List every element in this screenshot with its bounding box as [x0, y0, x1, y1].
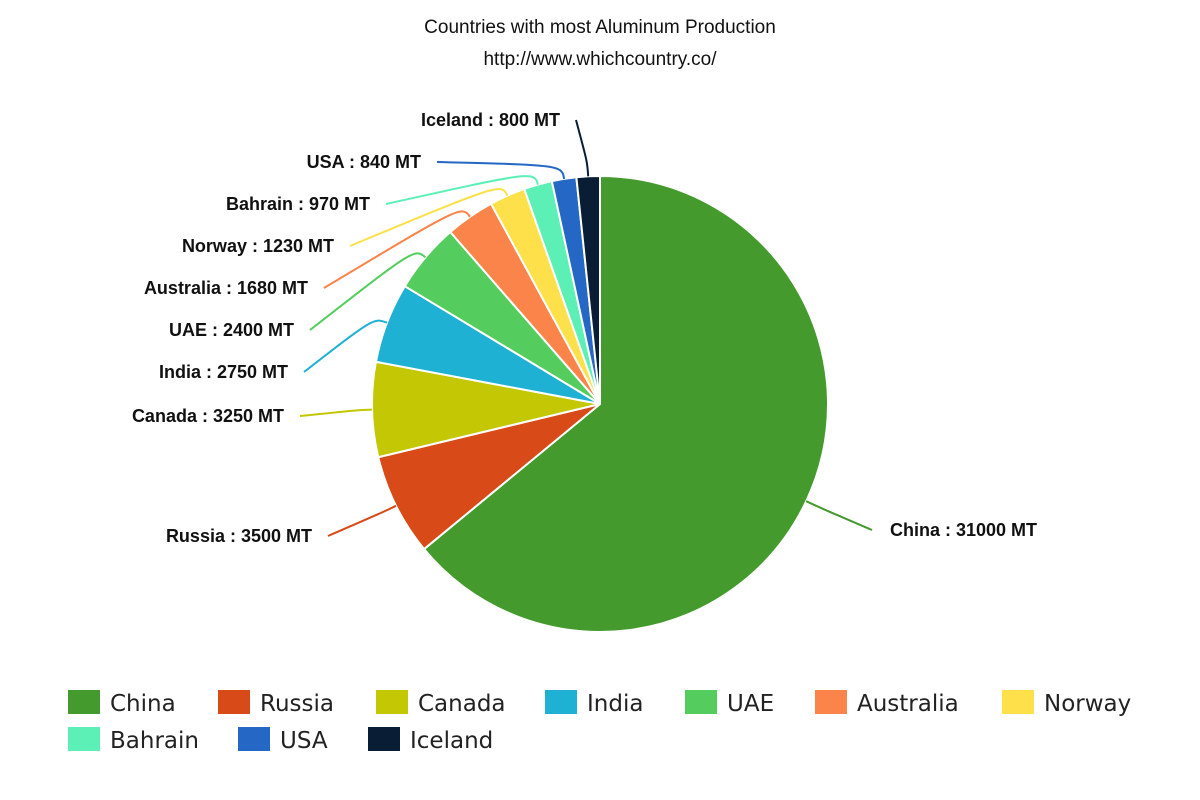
pie-slices — [371, 174, 829, 633]
connector-bahrain — [385, 175, 539, 205]
legend-swatch — [68, 690, 100, 714]
slice-label-usa: USA : 840 MT — [307, 152, 421, 172]
legend-item-norway[interactable]: Norway — [1002, 690, 1131, 717]
slice-label-china: China : 31000 MT — [890, 520, 1037, 540]
legend-label: USA — [280, 728, 328, 754]
legend-swatch — [218, 690, 250, 714]
legend-item-usa[interactable]: USA — [238, 727, 328, 754]
chart-title: Countries with most Aluminum Production — [424, 17, 776, 38]
legend-item-canada[interactable]: Canada — [376, 690, 506, 717]
legend-item-australia[interactable]: Australia — [815, 690, 959, 717]
connector-norway — [349, 188, 509, 247]
legend-label: Bahrain — [110, 728, 199, 754]
legend-label: UAE — [727, 691, 774, 717]
slice-label-bahrain: Bahrain : 970 MT — [226, 194, 370, 214]
slice-label-canada: Canada : 3250 MT — [132, 406, 284, 426]
legend-item-india[interactable]: India — [545, 690, 643, 717]
pie-slice-iceland[interactable] — [575, 174, 601, 405]
pie-slice-russia[interactable] — [377, 403, 601, 551]
pie-slice-china[interactable] — [422, 174, 829, 633]
slice-label-norway: Norway : 1230 MT — [182, 236, 334, 256]
legend-swatch — [685, 690, 717, 714]
legend-label: China — [110, 691, 176, 717]
legend-label: India — [587, 691, 643, 717]
slice-label-uae: UAE : 2400 MT — [169, 320, 294, 340]
connector-uae — [309, 252, 427, 331]
connector-australia — [323, 210, 471, 289]
legend-swatch — [238, 727, 270, 751]
slice-label-russia: Russia : 3500 MT — [166, 526, 312, 546]
connector-usa — [436, 161, 566, 180]
legend-item-russia[interactable]: Russia — [218, 690, 334, 717]
legend-swatch — [376, 690, 408, 714]
legend-swatch — [68, 727, 100, 751]
legend-item-iceland[interactable]: Iceland — [368, 727, 493, 754]
legend-label: Australia — [857, 691, 959, 717]
legend-item-bahrain[interactable]: Bahrain — [68, 727, 199, 754]
legend-item-uae[interactable]: UAE — [685, 690, 774, 717]
legend-swatch — [1002, 690, 1034, 714]
legend-label: Norway — [1044, 691, 1131, 717]
connector-russia — [327, 504, 397, 537]
slice-label-australia: Australia : 1680 MT — [144, 278, 308, 298]
legend-label: Russia — [260, 691, 334, 717]
legend-item-china[interactable]: China — [68, 690, 176, 717]
legend-swatch — [368, 727, 400, 751]
connector-china — [805, 500, 873, 531]
legend-label: Iceland — [410, 728, 493, 754]
connector-iceland — [575, 119, 590, 177]
slice-label-india: India : 2750 MT — [159, 362, 288, 382]
connector-canada — [299, 408, 373, 417]
legend-swatch — [545, 690, 577, 714]
connector-india — [303, 319, 388, 373]
legend-label: Canada — [418, 691, 506, 717]
legend: China Russia Canada India UAE Australia Norway… — [68, 690, 1131, 754]
chart-subtitle: http://www.whichcountry.co/ — [483, 49, 717, 70]
label-connectors — [299, 119, 873, 537]
slice-label-iceland: Iceland : 800 MT — [421, 110, 560, 130]
slice-labels: China : 31000 MT Russia : 3500 MT Canada :… — [132, 110, 1037, 546]
legend-swatch — [815, 690, 847, 714]
